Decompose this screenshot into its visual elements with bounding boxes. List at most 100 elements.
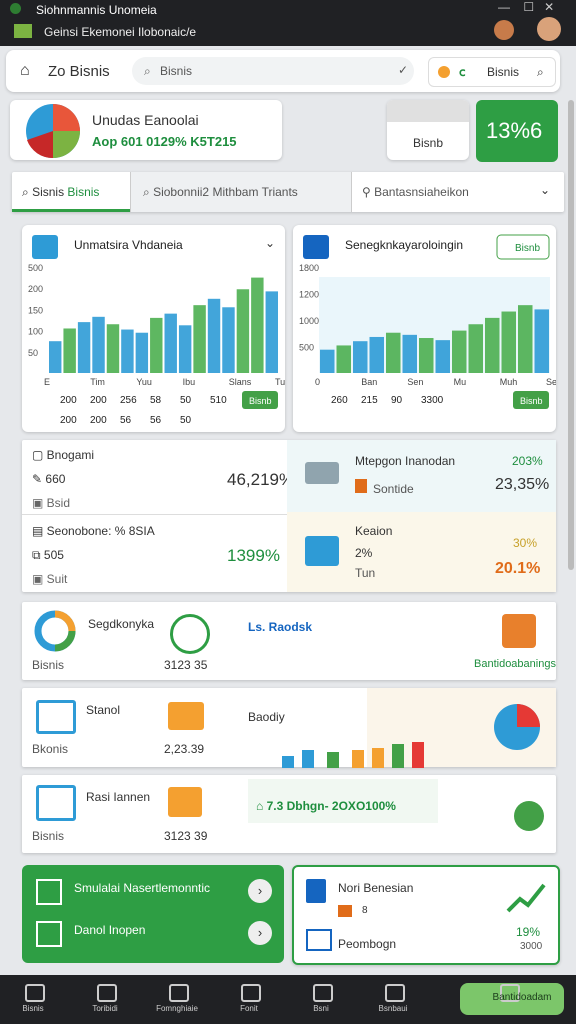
- tab[interactable]: ⚲ Bantasnsiaheikon ⌄: [362, 183, 551, 199]
- info-sub: 8: [362, 905, 368, 916]
- stat-cell: Mtepgon Inanodan Sontide 203% 23,35%: [287, 440, 556, 512]
- footer-value: 510: [210, 395, 227, 406]
- list-row[interactable]: Stanol Bkonis 2,23.39 Baodiy: [22, 688, 556, 768]
- stat-big: 23,35%: [495, 476, 550, 493]
- stat-label: Seonobone: % 8SIA: [46, 524, 155, 538]
- footer-value: 200: [60, 395, 77, 406]
- row-brand: Baodiy: [248, 710, 285, 724]
- list-row[interactable]: Rasi Iannen Bisnis 3123 39 ⌂ 7.3 Dbhgn- …: [22, 775, 556, 853]
- chart-card: Senegknkayaroloingin Bisnb 1800 1200 1000 500…: [293, 225, 556, 432]
- tab-label: Siobonnii2 Mithbam Triants: [153, 185, 298, 199]
- nav-label[interactable]: Fonit: [240, 1004, 258, 1013]
- bar: [386, 332, 401, 373]
- x-label: Sen: [407, 377, 423, 387]
- avatar[interactable]: [537, 17, 561, 41]
- summary-button[interactable]: Bisnb: [387, 100, 469, 160]
- stat-big: 46,219%: [227, 470, 295, 489]
- footer-value: 56: [150, 415, 162, 426]
- nav-highlight: [460, 983, 564, 1015]
- bar: [518, 305, 533, 373]
- x-label: Ban: [361, 377, 377, 387]
- nav-label[interactable]: Bisnis: [22, 1004, 44, 1013]
- chart-card: Unmatsira Vhdaneia ⌄ 500 200 150 100 50 E Tim Yuu…: [22, 225, 285, 432]
- stat-sub: Suit: [46, 572, 68, 586]
- nav-icon: [241, 984, 261, 1002]
- bar: [534, 309, 549, 373]
- stat-value: 505: [43, 548, 64, 562]
- badge: [513, 391, 549, 409]
- bar: [452, 330, 467, 373]
- action-label[interactable]: Smulalai Nasertlemonntic: [74, 881, 211, 895]
- bar: [435, 340, 450, 373]
- x-label: Ibu: [183, 377, 196, 387]
- row-brand: 7.3 Dbhgn- 2OXO100%: [266, 799, 396, 813]
- x-label: Yuu: [136, 377, 152, 387]
- stat-sub: Sontide: [373, 482, 414, 496]
- stat-big: 20.1%: [495, 560, 541, 577]
- info-pct: 19%: [516, 925, 541, 939]
- nav-label[interactable]: Toribidi: [92, 1004, 118, 1013]
- bar: [49, 341, 62, 373]
- tab[interactable]: ⌕ Sisnis Bisnis: [12, 172, 130, 212]
- x-label: Slans: [229, 377, 252, 387]
- row-title: Stanol: [86, 703, 121, 717]
- chart-icon: [32, 235, 58, 259]
- chart: Senegknkayaroloingin Bisnb 1800 1200 1000 500…: [299, 234, 556, 409]
- nav-label[interactable]: Bsnbaui: [378, 1004, 408, 1013]
- list-row[interactable]: Segdkonyka Bisnis 3123 35 Ls. Raodsk Ban…: [22, 602, 556, 680]
- nav-label[interactable]: Bantidoadam: [492, 992, 552, 1003]
- nav-label[interactable]: Bsni: [313, 1004, 329, 1013]
- footer-value: 200: [90, 415, 107, 426]
- footer-value: 260: [331, 395, 348, 406]
- row-note: Bantidoabanings: [474, 658, 556, 670]
- footer-value: 200: [90, 395, 107, 406]
- toolbar-button[interactable]: Bisnis: [487, 65, 520, 79]
- nav-icon: [25, 984, 45, 1002]
- tab-label: Bantasnsiaheikon: [374, 185, 469, 199]
- summary-title: Unudas Eanoolai: [92, 112, 199, 128]
- nav-icon: [313, 984, 333, 1002]
- x-label: Mu: [454, 377, 467, 387]
- row-sub: Bkonis: [32, 742, 69, 756]
- stat-sub: Bsid: [46, 496, 71, 510]
- search-box[interactable]: ⌕ Bisnis ✓: [132, 57, 414, 85]
- info-foot: Peombogn: [338, 937, 397, 951]
- badge-label: Bisnb: [249, 396, 272, 406]
- window-title: Siohnmannis Unomeia: [36, 3, 157, 17]
- footer-value: 50: [180, 415, 192, 426]
- stat-mid: 2%: [355, 546, 373, 560]
- button-label: Bisnb: [413, 136, 444, 150]
- stat-cell: Keaion 2% Tun 30% 20.1%: [287, 512, 556, 592]
- action-card: Smulalai Nasertlemonntic › Danol Inopen …: [22, 865, 284, 963]
- badge: [242, 391, 278, 409]
- x-label: Muh: [500, 377, 518, 387]
- action-label[interactable]: Danol Inopen: [74, 923, 146, 937]
- bar: [402, 334, 417, 373]
- stat-pct: 203%: [512, 454, 543, 468]
- highlight-box: 13%6: [476, 100, 558, 162]
- stat-title: Keaion: [355, 524, 393, 538]
- bar: [369, 336, 384, 373]
- stat-sub: Tun: [355, 566, 376, 580]
- bar: [106, 324, 120, 373]
- toolbar-actions[interactable]: ⅽ Bisnis ⌕: [428, 57, 556, 87]
- bar: [135, 332, 149, 373]
- badge: [496, 234, 550, 260]
- bar: [251, 277, 264, 373]
- nav-icon: [97, 984, 117, 1002]
- row-brand: Ls. Raodsk: [248, 620, 313, 634]
- row-value: 2,23.39: [164, 742, 205, 756]
- row-value: 3123 35: [164, 658, 208, 672]
- avatar[interactable]: [494, 20, 514, 40]
- y-label: 150: [28, 305, 43, 315]
- bottom-nav: Bisnis Toribidi Fomnghiaie Fonit Bsni Bsnbaui…: [0, 975, 576, 1024]
- nav-label[interactable]: Fomnghiaie: [156, 1004, 198, 1013]
- toolbar: ⌂ Zo Bisnis ⌕ Bisnis ✓ ⅽ Bisnis ⌕: [6, 50, 560, 92]
- tab[interactable]: ⌕ Siobonnii2 Mithbam Triants: [130, 172, 352, 212]
- y-label: 100: [28, 327, 43, 337]
- badge-label: Bisnb: [515, 243, 540, 254]
- bar: [207, 298, 221, 373]
- y-label: 200: [28, 284, 43, 294]
- bar: [121, 329, 134, 373]
- bar: [92, 316, 105, 373]
